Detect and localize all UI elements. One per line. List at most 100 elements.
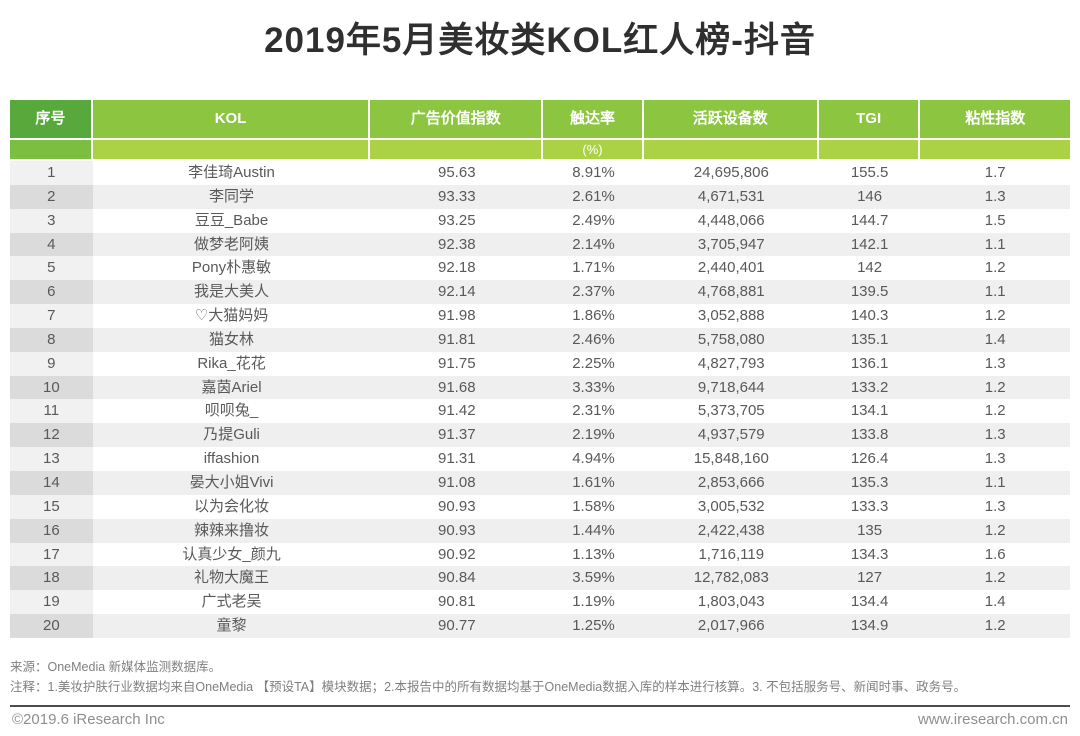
footnotes: 来源：OneMedia 新媒体监测数据库。 注释：1.美妆护肤行业数据均来自On… bbox=[10, 657, 1070, 697]
table-row: 13 iffashion 91.31 4.94% 15,848,160 126.4 1.3 bbox=[10, 447, 1070, 471]
table-row: 14 晏大小姐Vivi 91.08 1.61% 2,853,666 135.3 1.1 bbox=[10, 470, 1070, 495]
rank-cell: 8 bbox=[10, 327, 93, 352]
column-header-active-devices: 活跃设备数 bbox=[643, 100, 819, 140]
ad-value-index-cell: 95.63 bbox=[370, 161, 544, 185]
table-row: 7 ♡大猫妈妈 91.98 1.86% 3,052,888 140.3 1.2 bbox=[10, 304, 1070, 328]
active-devices-cell: 4,827,793 bbox=[643, 351, 819, 376]
rank-cell: 17 bbox=[10, 542, 93, 567]
reach-rate-cell: 2.61% bbox=[543, 184, 644, 209]
kol-cell: 礼物大魔王 bbox=[92, 566, 371, 591]
kol-cell: 李佳琦Austin bbox=[92, 161, 371, 185]
tgi-cell: 135.3 bbox=[818, 470, 921, 495]
stickiness-index-cell: 1.2 bbox=[920, 614, 1070, 638]
stickiness-index-cell: 1.5 bbox=[920, 208, 1070, 233]
column-header-reach-rate: 触达率 bbox=[543, 100, 644, 140]
stickiness-index-cell: 1.1 bbox=[920, 232, 1070, 257]
reach-rate-cell: 4.94% bbox=[543, 447, 644, 471]
tgi-cell: 134.1 bbox=[818, 399, 921, 424]
ad-value-index-cell: 93.33 bbox=[370, 184, 544, 209]
table-row: 8 猫女林 91.81 2.46% 5,758,080 135.1 1.4 bbox=[10, 327, 1070, 352]
table-row: 16 辣辣来撸妆 90.93 1.44% 2,422,438 135 1.2 bbox=[10, 518, 1070, 543]
kol-cell: ♡大猫妈妈 bbox=[92, 304, 371, 328]
active-devices-cell: 2,853,666 bbox=[643, 470, 819, 495]
ad-value-index-cell: 92.38 bbox=[370, 232, 544, 257]
kol-cell: 认真少女_颜九 bbox=[92, 542, 371, 567]
active-devices-cell: 9,718,644 bbox=[643, 375, 819, 400]
stickiness-index-cell: 1.2 bbox=[920, 256, 1070, 281]
rank-cell: 11 bbox=[10, 399, 93, 424]
reach-rate-cell: 1.44% bbox=[543, 518, 644, 543]
ad-value-index-cell: 91.37 bbox=[370, 423, 544, 448]
column-header-stickiness-index: 粘性指数 bbox=[920, 100, 1070, 140]
rank-cell: 2 bbox=[10, 184, 93, 209]
ad-value-index-cell: 93.25 bbox=[370, 208, 544, 233]
tgi-cell: 136.1 bbox=[818, 351, 921, 376]
source-note: 来源：OneMedia 新媒体监测数据库。 bbox=[10, 660, 222, 674]
footer-bar: ©2019.6 iResearch Inc www.iresearch.com.… bbox=[12, 711, 1068, 728]
stickiness-index-cell: 1.2 bbox=[920, 566, 1070, 591]
stickiness-index-cell: 1.4 bbox=[920, 327, 1070, 352]
tgi-cell: 135.1 bbox=[818, 327, 921, 352]
ad-value-index-cell: 90.93 bbox=[370, 494, 544, 519]
kol-cell: 猫女林 bbox=[92, 327, 371, 352]
tgi-cell: 133.3 bbox=[818, 494, 921, 519]
reach-rate-cell: 2.49% bbox=[543, 208, 644, 233]
reach-rate-cell: 1.58% bbox=[543, 494, 644, 519]
stickiness-index-cell: 1.3 bbox=[920, 351, 1070, 376]
table-row: 18 礼物大魔王 90.84 3.59% 12,782,083 127 1.2 bbox=[10, 566, 1070, 591]
reach-rate-cell: 2.14% bbox=[543, 232, 644, 257]
column-unit-tgi bbox=[818, 140, 921, 161]
stickiness-index-cell: 1.4 bbox=[920, 590, 1070, 615]
kol-ranking-table: 序号 KOL 广告价值指数 触达率 活跃设备数 TGI 粘性指数 (%) 1 李佳琦Austi… bbox=[10, 100, 1070, 638]
rank-cell: 5 bbox=[10, 256, 93, 281]
footer-divider bbox=[10, 705, 1070, 707]
ad-value-index-cell: 92.14 bbox=[370, 280, 544, 305]
active-devices-cell: 2,440,401 bbox=[643, 256, 819, 281]
column-unit-active-devices bbox=[643, 140, 819, 161]
table-row: 12 乃提Guli 91.37 2.19% 4,937,579 133.8 1.3 bbox=[10, 423, 1070, 448]
rank-cell: 13 bbox=[10, 447, 93, 471]
kol-cell: 晏大小姐Vivi bbox=[92, 470, 371, 495]
rank-cell: 4 bbox=[10, 232, 93, 257]
reach-rate-cell: 3.33% bbox=[543, 375, 644, 400]
active-devices-cell: 4,768,881 bbox=[643, 280, 819, 305]
table-row: 11 呗呗兔_ 91.42 2.31% 5,373,705 134.1 1.2 bbox=[10, 399, 1070, 424]
stickiness-index-cell: 1.2 bbox=[920, 399, 1070, 424]
reach-rate-cell: 2.37% bbox=[543, 280, 644, 305]
reach-rate-cell: 1.71% bbox=[543, 256, 644, 281]
stickiness-index-cell: 1.6 bbox=[920, 542, 1070, 567]
copyright-text: ©2019.6 iResearch Inc bbox=[12, 711, 165, 728]
ad-value-index-cell: 92.18 bbox=[370, 256, 544, 281]
tgi-cell: 155.5 bbox=[818, 161, 921, 185]
reach-rate-cell: 2.25% bbox=[543, 351, 644, 376]
kol-cell: 广式老吴 bbox=[92, 590, 371, 615]
rank-cell: 15 bbox=[10, 494, 93, 519]
ad-value-index-cell: 91.42 bbox=[370, 399, 544, 424]
rank-cell: 19 bbox=[10, 590, 93, 615]
ad-value-index-cell: 91.08 bbox=[370, 470, 544, 495]
stickiness-index-cell: 1.3 bbox=[920, 423, 1070, 448]
reach-rate-cell: 8.91% bbox=[543, 161, 644, 185]
ad-value-index-cell: 91.98 bbox=[370, 304, 544, 328]
reach-rate-cell: 1.61% bbox=[543, 470, 644, 495]
active-devices-cell: 3,052,888 bbox=[643, 304, 819, 328]
ad-value-index-cell: 91.81 bbox=[370, 327, 544, 352]
tgi-cell: 144.7 bbox=[818, 208, 921, 233]
ad-value-index-cell: 90.93 bbox=[370, 518, 544, 543]
stickiness-index-cell: 1.3 bbox=[920, 184, 1070, 209]
kol-cell: 豆豆_Babe bbox=[92, 208, 371, 233]
rank-cell: 14 bbox=[10, 470, 93, 495]
kol-cell: 乃提Guli bbox=[92, 423, 371, 448]
rank-cell: 16 bbox=[10, 518, 93, 543]
stickiness-index-cell: 1.2 bbox=[920, 375, 1070, 400]
reach-rate-cell: 1.13% bbox=[543, 542, 644, 567]
website-link[interactable]: www.iresearch.com.cn bbox=[917, 711, 1068, 728]
stickiness-index-cell: 1.1 bbox=[920, 280, 1070, 305]
table-row: 19 广式老吴 90.81 1.19% 1,803,043 134.4 1.4 bbox=[10, 590, 1070, 615]
active-devices-cell: 5,758,080 bbox=[643, 327, 819, 352]
reach-rate-cell: 2.19% bbox=[543, 423, 644, 448]
kol-cell: 李同学 bbox=[92, 184, 371, 209]
active-devices-cell: 5,373,705 bbox=[643, 399, 819, 424]
kol-cell: 嘉茵Ariel bbox=[92, 375, 371, 400]
annotation-note: 注释：1.美妆护肤行业数据均来自OneMedia 【预设TA】模块数据；2.本报… bbox=[10, 680, 967, 694]
